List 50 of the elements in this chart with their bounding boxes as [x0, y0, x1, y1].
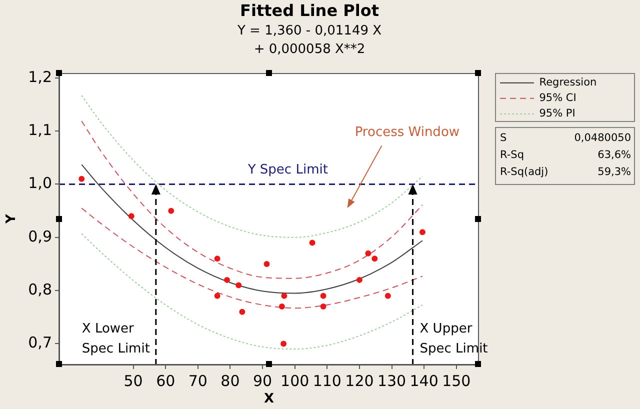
x-tick-label: 50 — [124, 372, 143, 390]
x-tick-label: 110 — [312, 372, 342, 390]
point — [236, 282, 242, 288]
point — [419, 229, 426, 236]
x-tick-label: 140 — [410, 372, 438, 390]
point — [320, 304, 326, 310]
legend-label: Regression — [539, 76, 597, 89]
point — [280, 340, 287, 347]
point — [128, 213, 134, 220]
point — [168, 208, 174, 214]
y-tick-label: 1,2 — [28, 68, 52, 86]
chart-title: Fitted Line Plot — [240, 0, 380, 20]
point — [365, 250, 372, 256]
point — [320, 292, 326, 299]
line-series — [81, 164, 423, 294]
point — [78, 176, 85, 182]
point — [214, 292, 220, 299]
point — [384, 292, 391, 299]
point — [372, 256, 378, 262]
x-tick-label: 60 — [156, 372, 176, 390]
point — [264, 260, 270, 267]
annotation: Process Window — [354, 124, 460, 140]
point — [356, 276, 362, 283]
point — [224, 276, 230, 283]
chart-subtitle: Y = 1,360 - 0,01149 X + 0,000058 X**2 — [236, 24, 382, 57]
legend-label: 95% PI — [539, 108, 576, 120]
ref-line-label: Y Spec Limit — [246, 162, 328, 178]
y-tick-label: 0,9 — [28, 227, 52, 246]
x-tick-label: 90 — [252, 372, 272, 390]
point — [214, 256, 220, 262]
x-axis-title: X — [264, 392, 274, 407]
y-axis-title: Y — [4, 214, 20, 225]
y-tick-label: 1,0 — [28, 174, 52, 192]
point — [239, 308, 246, 315]
line-series — [81, 208, 423, 309]
x-tick-label: 150 — [442, 372, 471, 390]
y-tick-label: 0,7 — [28, 334, 52, 352]
x-tick-label: 70 — [188, 372, 208, 390]
legend-label: 95% CI — [539, 92, 576, 104]
x-tick-label: 120 — [345, 372, 374, 390]
point — [278, 304, 285, 310]
stats-box: S 0,0480050 R-Sq 63,6% R-Sq(adj) 59,3% — [495, 127, 635, 185]
point — [281, 292, 288, 299]
y-tick-label: 0,8 — [28, 280, 52, 298]
x-tick-label: 100 — [280, 372, 310, 390]
x-tick-label: 80 — [220, 372, 240, 390]
point — [309, 240, 316, 246]
y-tick-label: 1,1 — [28, 120, 52, 139]
x-tick-label: 130 — [377, 372, 406, 390]
ref-line-label: X Lower Spec Limit — [82, 321, 150, 356]
